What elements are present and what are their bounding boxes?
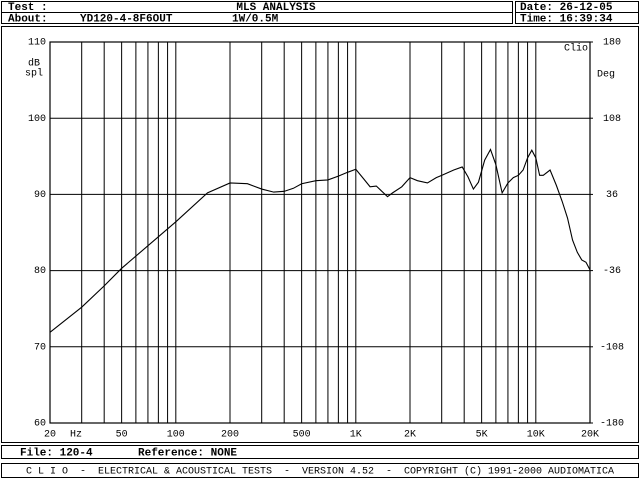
test-label: Test : bbox=[8, 2, 48, 14]
reference: Reference: NONE bbox=[138, 447, 237, 459]
file-box bbox=[1, 445, 639, 459]
analysis-title: MLS ANALYSIS bbox=[236, 2, 316, 14]
x-tick-label: 200 bbox=[221, 430, 239, 441]
file: File: 120-4 bbox=[20, 447, 93, 459]
y2-tick-label: -36 bbox=[603, 266, 621, 277]
x-tick-label: 20K bbox=[581, 430, 599, 441]
about-value: YD120-4-8F6OUT bbox=[80, 13, 173, 25]
y-tick-label: 70 bbox=[34, 342, 46, 353]
x-tick-label: 500 bbox=[293, 430, 311, 441]
credits: C L I O - ELECTRICAL & ACOUSTICAL TESTS … bbox=[26, 466, 614, 478]
y2-tick-label: 36 bbox=[606, 190, 618, 201]
about-label: About: bbox=[8, 13, 48, 25]
level: 1W/0.5M bbox=[232, 13, 279, 25]
x-tick-label: 100 bbox=[167, 430, 185, 441]
x-tick-label: 2K bbox=[404, 430, 416, 441]
y-axis-label: dB bbox=[28, 58, 40, 70]
plot: 20 50 100 200 500 1K 2K 5K 10K 20K 60 70 80 90 100 110 -… bbox=[25, 38, 624, 441]
response-curve bbox=[49, 148, 591, 333]
y2-tick-label: -180 bbox=[600, 419, 624, 430]
x-tick-label: 20 bbox=[44, 430, 56, 441]
x-tick-label: 1K bbox=[350, 430, 362, 441]
y2-tick-label: 108 bbox=[603, 114, 621, 125]
y2-axis-label: Deg bbox=[597, 70, 615, 81]
date: Date: 26-12-05 bbox=[520, 2, 613, 14]
y-tick-label: 60 bbox=[34, 419, 46, 430]
y-tick-label: 90 bbox=[34, 190, 46, 201]
y-tick-label: 80 bbox=[34, 266, 46, 277]
y2-tick-label: 180 bbox=[603, 38, 621, 49]
plot-frame bbox=[49, 41, 591, 424]
credits-box bbox=[1, 463, 639, 478]
y2-tick-label: -108 bbox=[600, 342, 624, 353]
brand: Clio bbox=[564, 43, 588, 55]
time: Time: 16:39:34 bbox=[520, 13, 613, 25]
y-tick-label: 110 bbox=[28, 38, 46, 49]
chart-panel bbox=[1, 26, 639, 443]
x-tick-label: 10K bbox=[527, 430, 545, 441]
x-unit: Hz bbox=[70, 430, 82, 441]
x-tick-label: 5K bbox=[476, 430, 488, 441]
x-tick-label: 50 bbox=[116, 430, 128, 441]
y-tick-label: 100 bbox=[28, 114, 46, 125]
y-axis-label: spl bbox=[25, 68, 43, 80]
